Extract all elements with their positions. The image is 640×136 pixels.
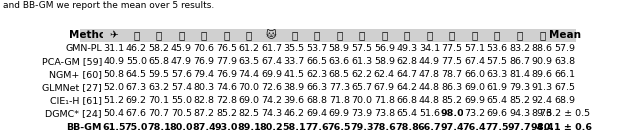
Text: and BB-GM we report the mean over 5 results.: and BB-GM we report the mean over 5 resu… <box>3 1 214 10</box>
